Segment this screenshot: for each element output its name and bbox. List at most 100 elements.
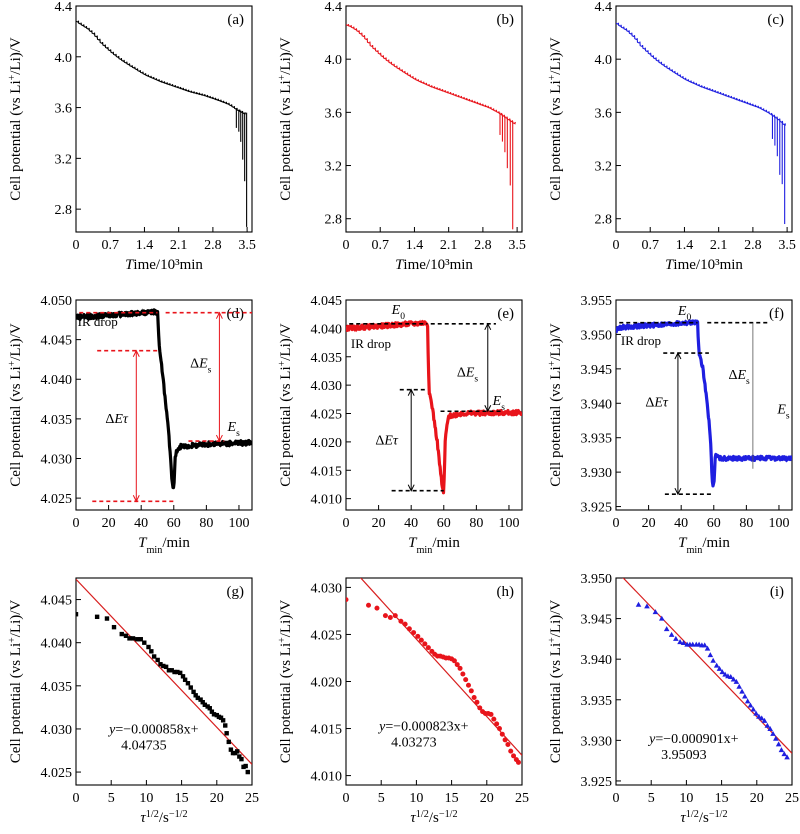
data-point [119, 631, 124, 637]
data-point [719, 669, 726, 675]
panel-label: (h) [497, 584, 515, 600]
x-tick-label: 2.8 [474, 238, 492, 253]
data-point [474, 699, 480, 705]
fit-intercept: 4.03273 [391, 735, 437, 750]
potential-trace [76, 308, 252, 490]
data-point [169, 668, 174, 673]
data-point [402, 621, 408, 627]
data-point [398, 618, 404, 624]
data-point [778, 747, 785, 753]
x-tick-label: 15 [445, 791, 459, 806]
arrow-head [215, 311, 223, 319]
y-axis-label: Cell potential (vs Li+/Li)/V [547, 37, 565, 201]
plot-frame [345, 5, 523, 233]
y-tick-label: 4.045 [311, 294, 343, 309]
y-tick-label: 3.940 [581, 653, 613, 668]
annotation: IR drop [78, 314, 118, 329]
data-point [175, 669, 180, 675]
potential-markers [616, 318, 792, 487]
arrow-head [674, 351, 682, 360]
data-point [188, 685, 193, 690]
x-tick-label: 0.7 [371, 238, 389, 253]
data-point [425, 645, 431, 651]
x-tick-label: 15 [715, 791, 729, 806]
data-point [781, 751, 788, 757]
x-tick-label: 0 [343, 238, 350, 253]
x-axis-label: Time/10³min [665, 257, 743, 273]
annotation: Es [227, 420, 241, 439]
y-tick-label: 4.020 [311, 676, 343, 691]
data-point [465, 682, 471, 688]
y-axis-label: Cell potential (vs Li+/Li)/V [7, 37, 25, 201]
data-point [130, 636, 136, 641]
data-layer [346, 319, 522, 495]
x-axis-label: Time/10³min [125, 257, 203, 273]
data-point [471, 694, 477, 700]
fit-equation: y=−0.000823x+ [377, 719, 469, 734]
data-layer [76, 20, 248, 227]
y-tick-label: 3.925 [581, 775, 613, 790]
annotation: IR drop [621, 333, 661, 348]
data-point [239, 756, 244, 762]
data-point [155, 657, 160, 663]
data-point [195, 695, 200, 701]
data-point [191, 689, 196, 695]
data-point [496, 726, 502, 732]
y-axis-label: Cell potential (vs Li+/Li)/V [7, 323, 25, 487]
data-point [680, 639, 687, 645]
data-point [673, 635, 679, 641]
panel-label: (c) [767, 12, 784, 28]
y-tick-label: 4.010 [311, 770, 343, 785]
data-point [209, 709, 215, 714]
data-point [635, 601, 642, 607]
data-point [756, 713, 762, 719]
data-point [716, 665, 723, 671]
y-tick-label: 4.025 [41, 766, 73, 781]
y-tick-label: 3.935 [581, 432, 613, 447]
x-tick-label: 0 [613, 238, 620, 253]
data-point [243, 763, 248, 769]
data-point [727, 674, 734, 680]
y-tick-label: 3.2 [325, 160, 343, 175]
x-tick-label: 0 [343, 791, 350, 806]
x-tick-label: 5 [648, 791, 655, 806]
data-point [511, 753, 517, 759]
data-layer [346, 23, 516, 230]
data-point [406, 626, 412, 632]
x-tick-label: 20 [210, 791, 224, 806]
panel-d: 0 20 40 60 80 100 4.025 4.030 4.035 4.040 4.045 4.0… [7, 294, 253, 556]
data-point [235, 749, 240, 754]
y-tick-label: 4.025 [41, 492, 73, 507]
y-tick-label: 4.030 [41, 723, 73, 738]
x-tick-label: 0 [613, 516, 620, 531]
panel-label: (i) [770, 584, 784, 600]
panel-b: 0 0.7 1.4 2.1 2.8 3.5 2.8 3.2 3.6 4.0 4.4 Time/10³m… [277, 0, 526, 273]
arrow-head [132, 349, 140, 357]
panel-g: 0 5 10 15 20 25 4.025 4.030 4.035 4.040 4.045 τ1/2/… [7, 577, 259, 826]
y-tick-label: 3.955 [581, 294, 613, 309]
x-tick-label: 40 [404, 516, 418, 531]
x-tick-label: 80 [469, 516, 483, 531]
data-point [172, 669, 177, 675]
plot-frame [345, 299, 523, 511]
data-point [202, 702, 208, 707]
y-tick-label: 4.035 [311, 351, 343, 366]
data-layer [346, 578, 522, 765]
data-point [454, 662, 460, 668]
data-point [366, 602, 372, 608]
fit-line [76, 578, 252, 765]
y-tick-label: 4.4 [325, 0, 343, 15]
y-tick-label: 4.0 [595, 53, 613, 68]
data-point [761, 717, 768, 723]
annotation: Es [776, 403, 790, 422]
discharge-curve [346, 23, 516, 125]
y-tick-label: 4.030 [41, 452, 73, 467]
y-tick-label: 4.045 [41, 594, 73, 609]
potential-markers [76, 308, 252, 489]
data-point [177, 670, 183, 676]
data-point [166, 668, 172, 673]
x-tick-label: 2.1 [440, 238, 458, 253]
y-tick-label: 3.6 [55, 102, 73, 117]
annotation: E0 [391, 303, 406, 322]
y-tick-label: 3.945 [581, 613, 613, 628]
